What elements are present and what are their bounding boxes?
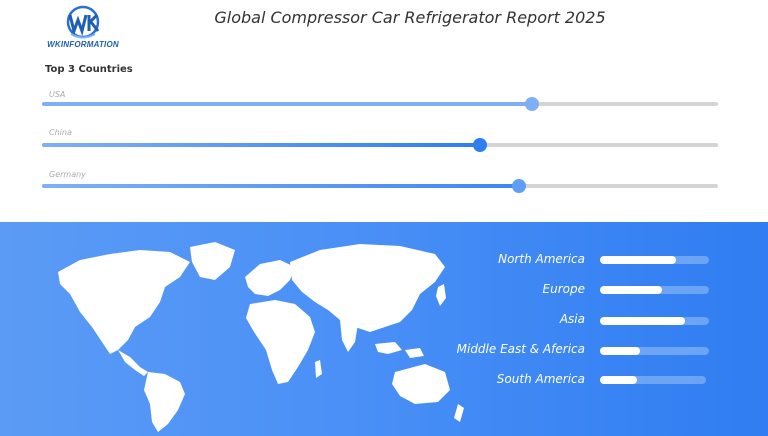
region-bar-asia bbox=[600, 317, 709, 325]
region-bar-fill bbox=[600, 286, 663, 294]
country-label-usa: USA bbox=[49, 90, 66, 99]
page-title: Global Compressor Car Refrigerator Repor… bbox=[214, 8, 606, 27]
region-bar-fill bbox=[600, 376, 638, 384]
region-label-middle-east-africa: Middle East & Aferica bbox=[456, 342, 585, 356]
wk-logo-icon bbox=[66, 5, 100, 39]
region-bar-fill bbox=[600, 347, 641, 355]
country-slider-germany bbox=[42, 179, 718, 193]
top-countries-heading: Top 3 Countries bbox=[45, 64, 133, 75]
country-label-germany: Germany bbox=[49, 170, 86, 179]
country-slider-usa bbox=[42, 97, 718, 111]
country-label-china: China bbox=[49, 128, 72, 137]
slider-fill bbox=[42, 102, 533, 106]
slider-fill bbox=[42, 143, 481, 147]
region-label-south-america: South America bbox=[496, 372, 585, 386]
region-bar-south-america bbox=[600, 376, 706, 384]
slider-knob bbox=[473, 138, 488, 152]
region-bar-north-america bbox=[600, 256, 709, 264]
world-map-icon bbox=[58, 242, 464, 432]
slider-knob bbox=[511, 179, 526, 193]
region-label-europe: Europe bbox=[542, 282, 585, 296]
slider-knob bbox=[525, 97, 540, 111]
brand-logo: WKINFORMATION bbox=[43, 5, 123, 51]
country-slider-china bbox=[42, 138, 718, 152]
region-bar-fill bbox=[600, 256, 677, 264]
region-label-asia: Asia bbox=[559, 312, 585, 326]
region-bar-middle-east-africa bbox=[600, 347, 709, 355]
region-label-north-america: North America bbox=[498, 252, 585, 266]
regional-panel: North America Europe Asia Middle East & … bbox=[0, 222, 768, 436]
slider-fill bbox=[42, 184, 519, 188]
region-bar-europe bbox=[600, 286, 709, 294]
region-bar-fill bbox=[600, 317, 686, 325]
logo-text: WKINFORMATION bbox=[47, 40, 119, 49]
